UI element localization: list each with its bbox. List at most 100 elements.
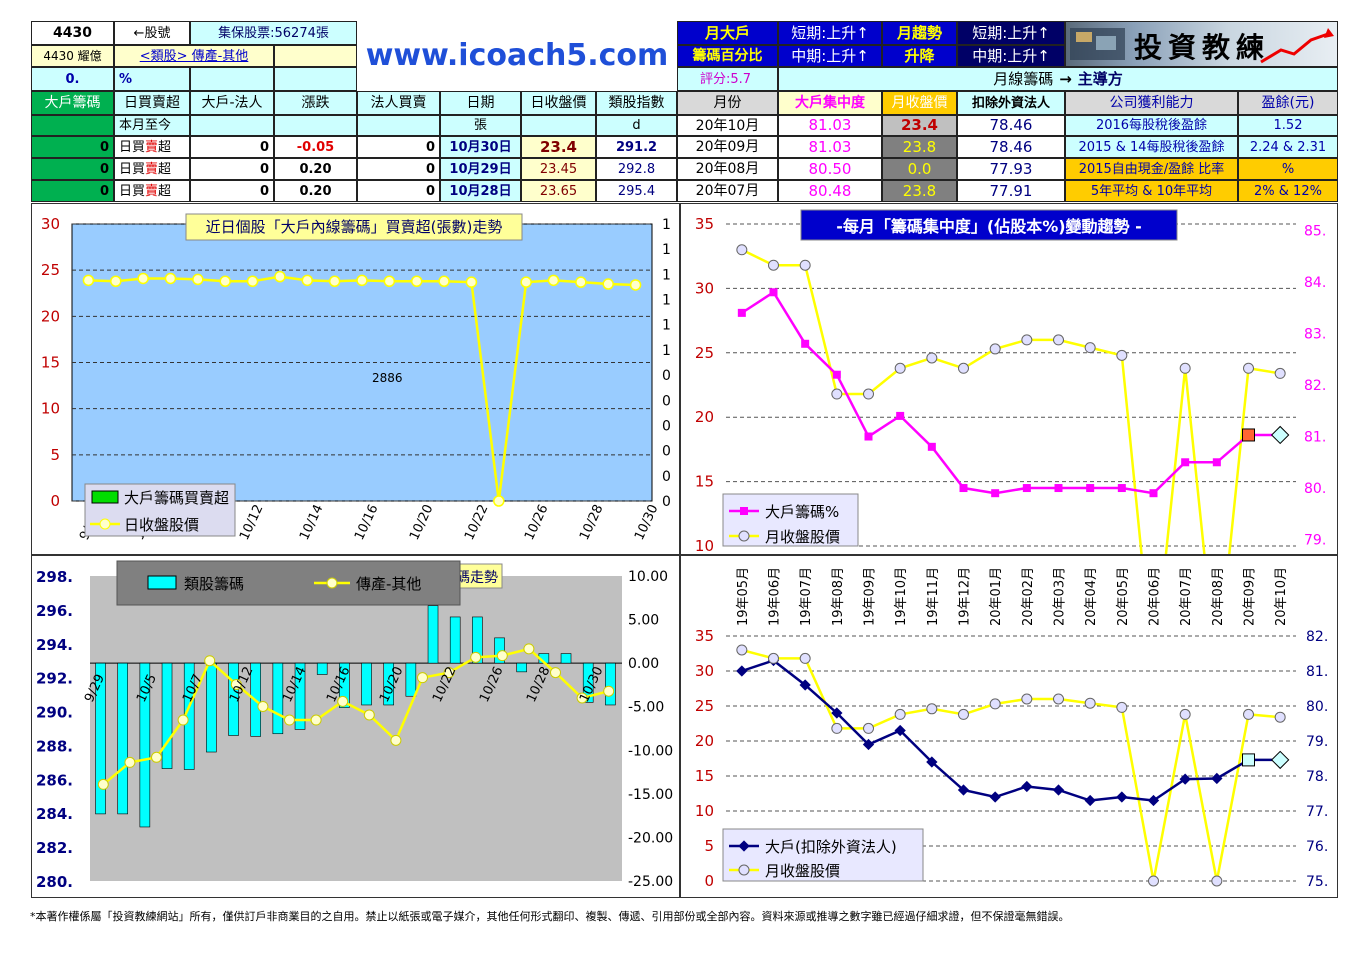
percent-value: %	[114, 67, 190, 91]
sector-chip-bar	[494, 637, 505, 664]
monthly-close-point	[768, 259, 779, 271]
category-link[interactable]: <類股> 傳產-其他	[114, 45, 274, 67]
close-price-point	[110, 275, 122, 287]
close-price-point	[137, 272, 149, 285]
col-header: 大戶-法人	[190, 91, 274, 115]
axis-bg	[1299, 224, 1337, 556]
x-category-label: 19年10月	[894, 567, 909, 626]
monthly-close: 0.0	[882, 158, 957, 180]
y-tick-label: 30	[695, 662, 714, 680]
sector-index: 292.8	[596, 158, 677, 180]
close-price-point	[410, 275, 423, 287]
x-tick-label: 10/20	[407, 502, 436, 542]
y-tick-label: 35	[695, 627, 714, 645]
x-category-label: 20年01月	[989, 567, 1004, 626]
zero-value: 0.	[31, 67, 114, 91]
col-header: 法人買賣	[357, 91, 440, 115]
sector-chip-bar	[361, 662, 372, 706]
chart-title: -每月「籌碼集中度」(佔股本%)變動趨勢 -	[836, 217, 1142, 236]
y-tick-label: 25	[41, 261, 60, 279]
monthly-close-point	[894, 708, 906, 720]
monthly-close-point	[831, 388, 843, 400]
sector-index: 295.4	[596, 180, 677, 202]
trade-date: 10月28日	[440, 180, 521, 202]
sector-index-point	[151, 751, 162, 763]
logo-text: 投資教練	[1134, 31, 1271, 64]
y2-tick-label: 82.	[1304, 378, 1326, 394]
monthly-close-point	[1274, 367, 1286, 379]
x-category-label: 19年08月	[831, 567, 846, 626]
exforeign-holder-chart: 19年05月 19年06月 19年07月 19年08月 19年09月 19年10月 19年1…	[695, 567, 1328, 890]
y2-tick-label: 0	[662, 368, 671, 384]
y2-tick-label: -25.00	[628, 874, 673, 890]
col-header: 大戶籌碼	[31, 91, 114, 115]
sector-chip-bar	[449, 616, 461, 664]
legend-box	[722, 828, 924, 882]
y-tick-label: 288.	[36, 737, 73, 755]
monthly-close-point	[1274, 711, 1286, 723]
sector-index-point	[496, 650, 508, 662]
legend-label: 大戶(扣除外資法人)	[765, 838, 897, 856]
monthly-close: 23.8	[882, 136, 957, 158]
y-tick-label: 296.	[36, 602, 73, 620]
y-tick-label: 20	[41, 307, 60, 325]
y2-tick-label: 1	[662, 343, 671, 359]
y2-tick-label: 79.	[1306, 734, 1328, 750]
close-price: 23.65	[521, 180, 596, 202]
sector-chip-bar	[472, 616, 483, 664]
buy-sell-part: 賣	[145, 161, 159, 177]
x-tick-label: 10/16	[352, 502, 381, 542]
y-tick-label: 282.	[36, 839, 73, 857]
monthly-close-point	[863, 388, 874, 400]
y2-tick-label: 85.	[1304, 223, 1326, 239]
x-category-label: 20年10月	[1274, 567, 1289, 626]
col-header: 類股指數	[596, 91, 677, 115]
sector-chip-bar	[582, 662, 594, 703]
y2-tick-label: 1	[662, 318, 671, 334]
buy-sell-label: 日買賣超	[114, 180, 190, 202]
y-tick-label: 280.	[36, 873, 73, 891]
right-arrow-icon: →	[1059, 69, 1072, 88]
buy-sell-label: 日買賣超	[114, 136, 190, 158]
y2-tick-label: 0	[662, 444, 671, 460]
sector-index-point	[470, 651, 482, 663]
y2-tick-label: -20.00	[628, 830, 673, 846]
close-price-point	[164, 272, 177, 285]
y-tick-label: 25	[695, 344, 714, 362]
monthly-close-point	[958, 362, 969, 374]
sector-chip-bar	[161, 662, 173, 769]
y-tick-label: 15	[695, 473, 714, 491]
sector-chip-bar	[516, 662, 527, 673]
y2-tick-label: 80.	[1304, 481, 1326, 497]
y2-tick-label: 75.	[1306, 874, 1328, 890]
y-tick-label: 298.	[36, 568, 73, 586]
sector-index-point	[310, 714, 322, 726]
site-url[interactable]: www.icoach5.com	[357, 21, 677, 91]
sector-index-point	[443, 667, 455, 679]
close-price-point	[438, 275, 450, 287]
legend-swatch-point	[738, 530, 750, 542]
y-tick-label: 286.	[36, 771, 73, 789]
monthly-col-header: 盈餘(元)	[1238, 91, 1338, 115]
month-to-date-cell	[357, 115, 440, 136]
dominant-party: 主導方	[1077, 69, 1123, 88]
chip-percent: 籌碼百分比	[677, 45, 778, 67]
concentration-point	[737, 308, 746, 317]
legend-swatch-bar	[147, 575, 177, 590]
sector-index-point	[363, 709, 375, 721]
y2-tick-label: 76.	[1306, 839, 1328, 855]
col-header: 日期	[440, 91, 521, 115]
y-tick-label: 20	[695, 732, 714, 750]
monthly-close-point	[1243, 362, 1254, 374]
y2-tick-label: 0	[662, 469, 671, 485]
header-empty-1	[274, 45, 357, 67]
y2-tick-label: 1	[662, 293, 671, 309]
profit-label: 2015自由現金/盈餘 比率	[1065, 158, 1238, 180]
monthly-close-point	[768, 652, 779, 664]
col-header: 漲跌	[274, 91, 357, 115]
y-tick-label: 15	[695, 767, 714, 785]
chart-title: 近日個股「大戶內線籌碼」買賣超(張數)走勢	[206, 218, 503, 236]
concentration: 80.48	[778, 180, 882, 202]
y2-tick-label: 0.00	[628, 656, 659, 672]
legend-label: 傳產-其他	[356, 575, 421, 593]
